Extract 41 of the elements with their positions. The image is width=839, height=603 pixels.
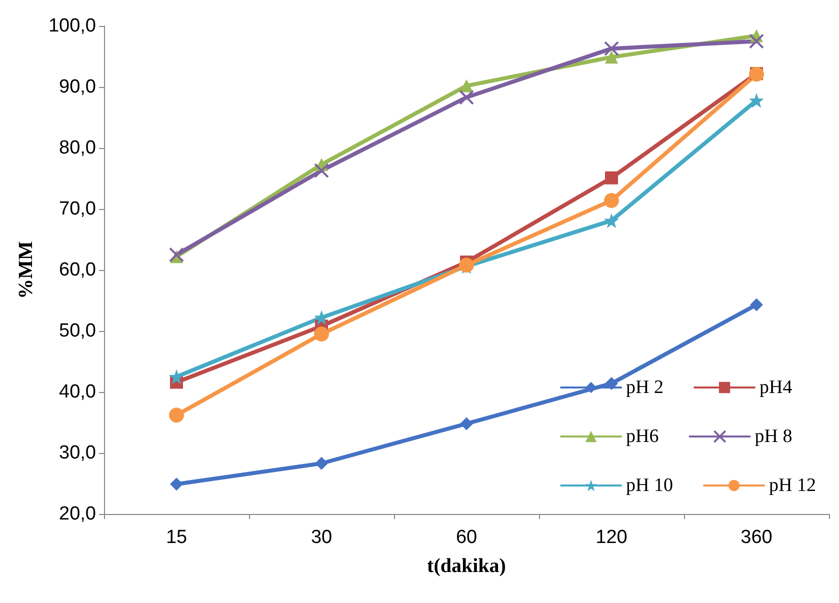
legend-label: pH 2: [626, 377, 664, 398]
y-tick-label: 60,0: [59, 260, 96, 280]
point: [314, 310, 329, 326]
x-tick-label: 60: [456, 527, 478, 548]
point: [749, 92, 764, 108]
y-tick-label: 40,0: [59, 382, 96, 402]
x-tick-label: 120: [596, 527, 628, 548]
point: [604, 192, 619, 208]
y-tick-label: 30,0: [59, 442, 96, 464]
x-axis-title: t(dakika): [427, 555, 506, 577]
legend-label: pH 8: [754, 426, 792, 447]
y-tick-label: 50,0: [59, 320, 96, 342]
y-tick-label: 80,0: [59, 138, 96, 158]
point: [459, 90, 474, 105]
point: [314, 326, 329, 342]
y-tick-label: 70,0: [59, 198, 96, 220]
point: [460, 79, 473, 92]
point: [604, 41, 619, 56]
y-axis-title: %MM: [15, 241, 37, 299]
y-tick-label: 100,0: [48, 16, 96, 36]
point: [605, 50, 618, 64]
legend-label: pH 12: [769, 475, 816, 496]
point: [169, 369, 184, 384]
legend-label: pH6: [626, 426, 659, 447]
x-tick-label: 15: [166, 527, 188, 548]
legend-label: pH 10: [626, 475, 674, 496]
point: [750, 298, 763, 312]
point: [170, 478, 183, 491]
point: [315, 456, 328, 470]
x-tick-label: 30: [310, 527, 332, 548]
point: [604, 213, 619, 228]
point: [314, 163, 329, 178]
point: [460, 417, 473, 430]
point: [169, 247, 184, 262]
legend-label: pH4: [760, 377, 793, 398]
point: [749, 34, 764, 49]
y-tick-label: 20,0: [59, 504, 96, 524]
point: [169, 408, 184, 423]
y-tick-label: 90,0: [59, 76, 96, 98]
x-tick-label: 360: [740, 527, 772, 548]
point: [605, 171, 618, 184]
